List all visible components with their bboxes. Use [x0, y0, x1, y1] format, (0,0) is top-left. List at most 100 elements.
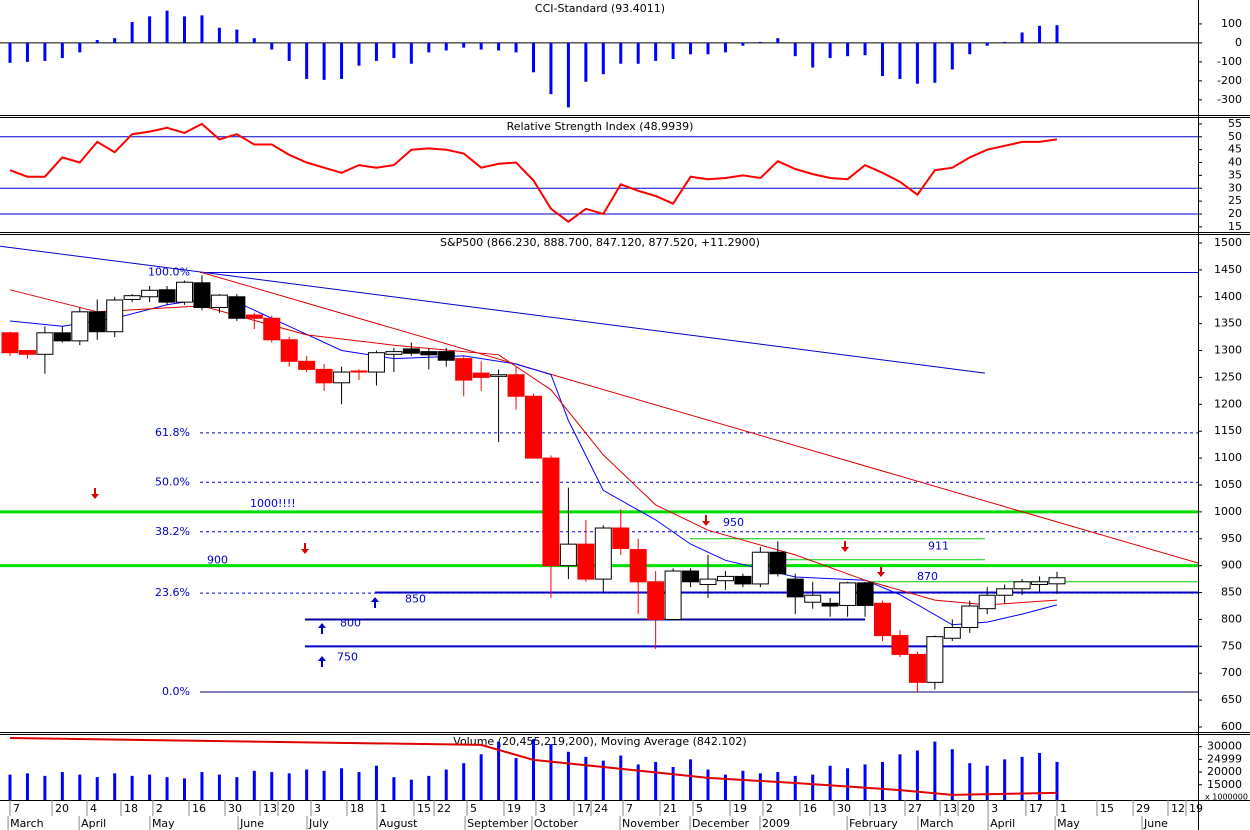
candle-body: [437, 351, 455, 361]
bar: [654, 42, 658, 61]
bar: [322, 770, 326, 800]
panel-title: Relative Strength Index (48.9939): [507, 120, 694, 133]
level-label: 850: [405, 593, 426, 606]
moving-average: [9, 737, 1058, 796]
bar: [1038, 753, 1042, 800]
level-label: 38.2%: [155, 525, 190, 538]
bar: [357, 42, 361, 66]
bar: [741, 770, 745, 800]
candle-body: [298, 360, 316, 370]
x-tick-label: 20: [961, 802, 975, 815]
bar: [758, 41, 762, 43]
candle-body: [280, 339, 298, 362]
bar: [409, 42, 413, 64]
x-tick-label: 17: [1029, 802, 1043, 815]
x-tick-label: 16: [192, 802, 206, 815]
level-label: 870: [917, 570, 938, 583]
bar: [706, 769, 710, 800]
bar: [601, 760, 605, 800]
bar: [444, 42, 448, 51]
x-tick-label: 16: [803, 802, 817, 815]
level-label: 911: [928, 540, 949, 553]
month-label: October: [534, 817, 578, 830]
y-tick-label: 1200: [1214, 397, 1242, 410]
bar: [270, 42, 274, 50]
panel: [8, 737, 1059, 800]
x-tick-label: 17: [577, 802, 591, 815]
y-tick-label: 15000: [1207, 778, 1242, 791]
x-tick-label: 7: [13, 802, 20, 815]
bar: [514, 758, 518, 800]
x-tick-label: 19: [733, 802, 747, 815]
candle-body: [490, 374, 508, 377]
y-tick-label: 1450: [1214, 263, 1242, 276]
y-tick-label: 15: [1228, 220, 1242, 233]
bar: [636, 42, 640, 64]
candle-body: [350, 370, 368, 373]
x-tick-label: 1: [380, 802, 387, 815]
y-tick-label: 100: [1221, 17, 1242, 30]
bar: [1055, 761, 1059, 800]
y-tick-label: 1100: [1214, 451, 1242, 464]
month-label: May: [152, 817, 175, 830]
bar: [1020, 756, 1024, 800]
bar: [1020, 32, 1024, 43]
rsi-line: [9, 122, 1058, 223]
bar: [148, 774, 152, 800]
up-arrow: [318, 623, 326, 634]
bar: [479, 754, 483, 800]
bar: [846, 768, 850, 800]
month-label: November: [622, 817, 680, 830]
bar: [252, 38, 256, 43]
candle-body: [455, 358, 473, 381]
bar: [514, 42, 518, 53]
candle-body: [88, 311, 106, 333]
candle-body: [472, 372, 490, 378]
x-tick-label: 21: [663, 802, 677, 815]
x-tick-label: 15: [1100, 802, 1114, 815]
y-tick-label: 1500: [1214, 236, 1242, 249]
y-tick-label: 30000: [1207, 740, 1242, 753]
month-label: April: [81, 817, 106, 830]
bar: [532, 739, 536, 800]
x-tick-label: 29: [1136, 802, 1150, 815]
x-tick-label: 2: [156, 802, 163, 815]
bar: [409, 779, 413, 800]
candle-body: [71, 311, 89, 342]
bar: [706, 42, 710, 55]
down-arrow: [702, 515, 710, 526]
y-tick-label: 1050: [1214, 478, 1242, 491]
bar: [462, 763, 466, 800]
y-tick-label: 1150: [1214, 424, 1242, 437]
candle-body: [175, 281, 193, 303]
candle-body: [699, 578, 717, 585]
bar: [950, 42, 954, 70]
bar: [689, 42, 693, 55]
candle-body: [228, 296, 246, 319]
x-tick-label: 30: [837, 802, 851, 815]
month-label: September: [467, 817, 528, 830]
unit-label: x 1000000: [1205, 793, 1248, 802]
bar: [95, 777, 99, 800]
bar: [741, 42, 745, 46]
month-label: August: [379, 817, 418, 830]
bar: [374, 765, 378, 800]
bar: [532, 42, 536, 73]
candle-body: [874, 602, 892, 637]
down-arrow: [877, 566, 885, 577]
x-tick-label: 7: [626, 802, 633, 815]
bar: [287, 773, 291, 800]
x-tick-label: 15: [417, 802, 431, 815]
panel-title: Volume (20,455,219,200), Moving Average …: [453, 735, 746, 748]
candle-body: [716, 575, 734, 582]
y-tick-label: 950: [1221, 532, 1242, 545]
y-tick-label: 50: [1228, 130, 1242, 143]
bar: [444, 769, 448, 800]
bar: [182, 778, 186, 800]
bar: [182, 16, 186, 43]
bar: [915, 750, 919, 800]
candle-body: [839, 582, 857, 606]
bar: [165, 777, 169, 800]
x-tick-label: 18: [124, 802, 138, 815]
bar: [392, 777, 396, 800]
